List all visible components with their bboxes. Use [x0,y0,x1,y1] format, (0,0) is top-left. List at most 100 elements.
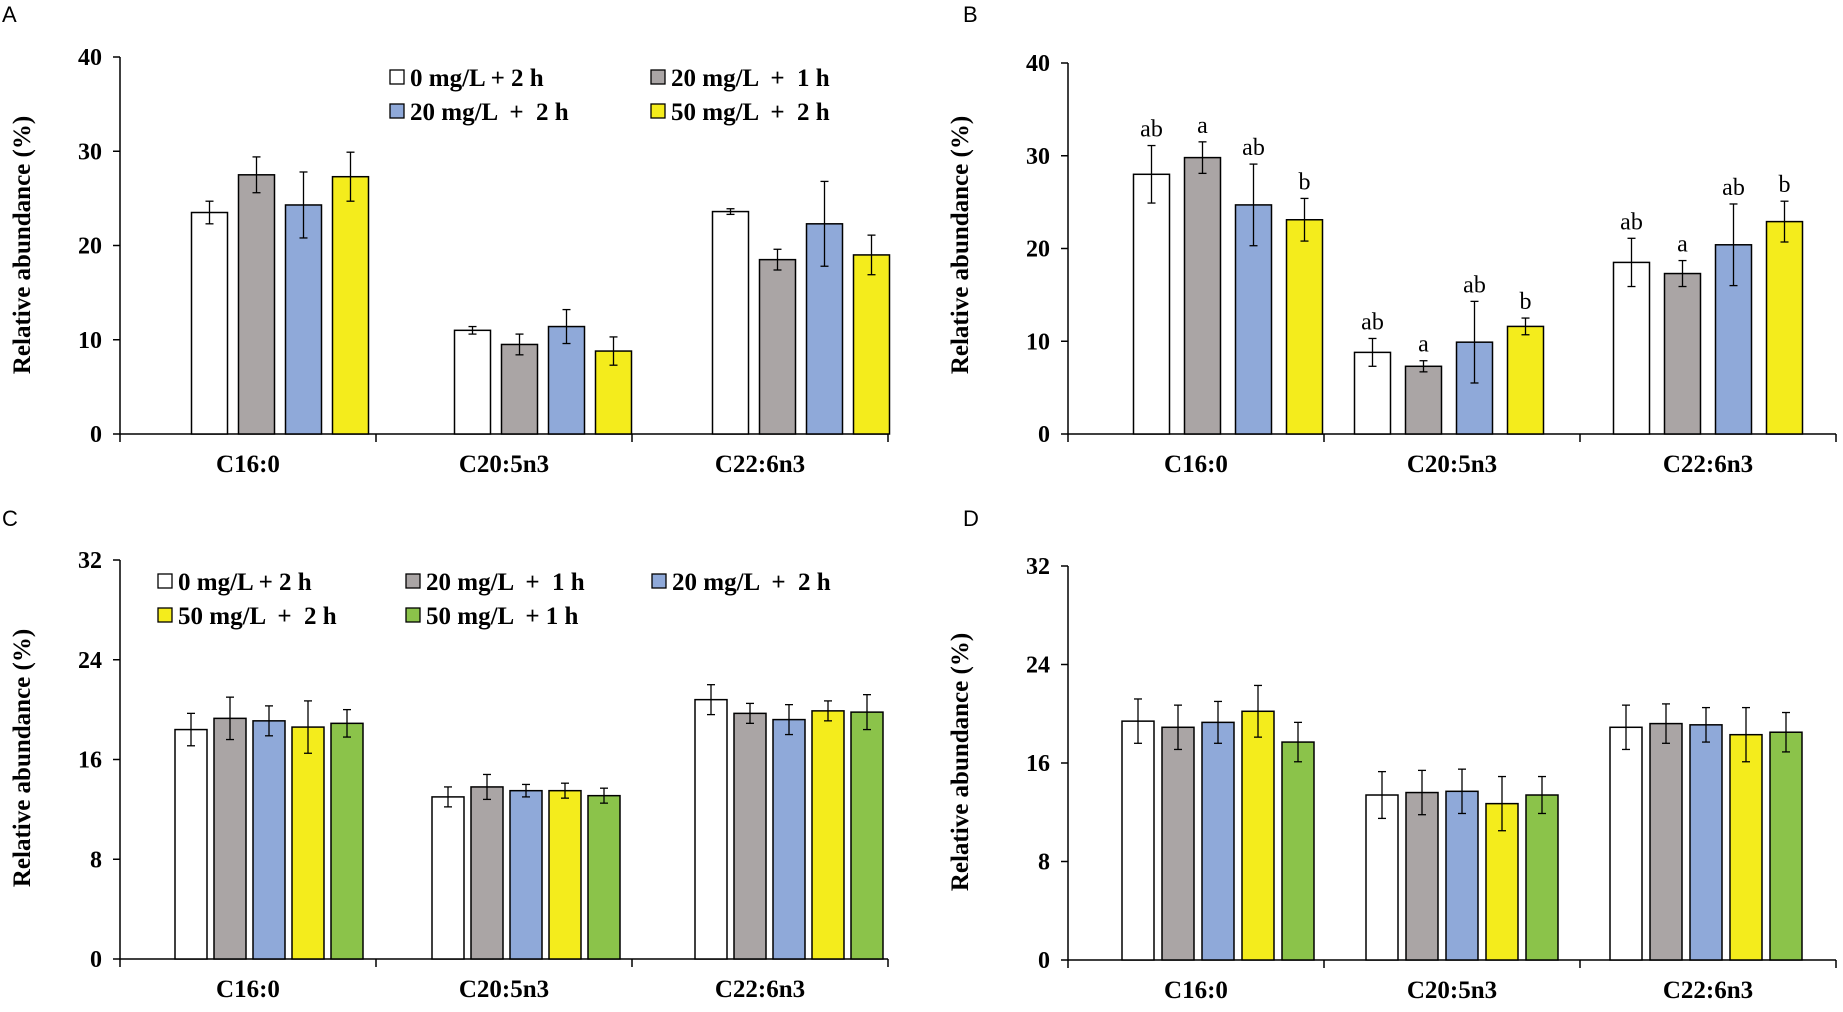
legend-swatch [405,607,421,623]
bar [1689,724,1723,961]
bar [587,794,621,960]
bar [1612,261,1651,435]
y-tick-label: 10 [1026,329,1050,355]
bar [237,174,276,435]
x-category-label: C20:5n3 [459,976,549,1003]
bar [431,796,465,960]
bar [711,210,750,435]
x-category-label: C16:0 [216,451,280,478]
y-tick-label: 0 [90,422,102,448]
legend-swatch [405,573,421,589]
panel-letter: B [963,2,978,27]
x-category-label: C16:0 [216,976,280,1003]
bar [1201,721,1235,961]
panel-a: A 0 10 20 30 40 C16:0 C20:5n3 C22:6n3 Relative ab… [2,2,891,478]
bar [1769,731,1803,961]
legend-swatch [389,69,405,85]
panel-letter: A [2,2,17,27]
legend-swatch [651,573,667,589]
bar [291,726,325,960]
bar [1241,710,1275,961]
legend-label: 50 mg/L + 1 h [426,603,579,630]
bar [1649,722,1683,961]
y-tick-label: 8 [1038,850,1050,876]
bar [470,786,504,960]
bar [733,712,767,960]
y-tick-label: 20 [1026,237,1050,263]
significance-label: ab [1620,209,1643,235]
legend: 0 mg/L + 2 h 20 mg/L + 1 h 20 mg/L + 2 h 50… [389,65,830,126]
x-category-label: C16:0 [1164,977,1228,1004]
y-axis-title: Relative abundance (%) [947,633,974,891]
y-tick-label: 20 [78,234,102,260]
significance-label: ab [1463,272,1486,298]
x-category-label: C22:6n3 [715,451,805,478]
legend-label: 20 mg/L + 1 h [671,65,830,92]
bar [1132,173,1171,435]
x-category-label: C20:5n3 [459,451,549,478]
legend-swatch [650,69,666,85]
y-axis-title: Relative abundance (%) [947,116,974,374]
bar [174,728,208,960]
bar [1353,351,1392,435]
y-tick-label: 32 [1026,554,1050,580]
legend-label: 20 mg/L + 2 h [410,99,569,126]
y-tick-label: 24 [1026,653,1050,679]
y-tick-label: 40 [78,45,102,71]
bar [331,175,370,435]
panel-letter: C [2,506,18,531]
bar [1285,218,1324,435]
legend-label: 20 mg/L + 1 h [426,569,585,596]
x-category-label: C22:6n3 [715,976,805,1003]
bar [1729,733,1763,961]
significance-label: b [1779,172,1791,198]
bar [453,329,492,435]
bar [758,258,797,435]
y-axis-title: Relative abundance (%) [9,116,36,374]
panel-letter: D [963,506,979,531]
bar [284,204,323,435]
bar [1121,720,1155,961]
bar [811,710,845,960]
bar [1405,791,1439,961]
x-category-label: C22:6n3 [1663,977,1753,1004]
significance-label: ab [1722,175,1745,201]
bar [1445,790,1479,961]
bar [1525,794,1559,961]
y-tick-label: 40 [1026,51,1050,77]
significance-label: ab [1140,117,1163,143]
legend-swatch [650,103,666,119]
significance-label: a [1418,332,1429,358]
bar [852,254,891,435]
bar [1663,272,1702,435]
bar [1365,794,1399,961]
bar [1281,741,1315,961]
significance-label: b [1299,169,1311,195]
bar [1161,726,1195,961]
y-tick-label: 24 [78,648,102,674]
bar [213,717,247,960]
bar [547,325,586,435]
bar [330,722,364,960]
bar [694,698,728,960]
significance-label: ab [1242,135,1265,161]
bar [509,789,543,960]
panel-c: C 0 8 16 24 32 C16:0 C20:5n3 C22:6n3 Relative abu… [2,506,889,1003]
bar [1765,220,1804,435]
panel-b: B 0 10 20 30 40 C16:0 C20:5n3 C22:6n3 Relative ab… [947,2,1837,478]
legend-label: 20 mg/L + 2 h [672,569,831,596]
bar [1183,156,1222,435]
x-category-label: C20:5n3 [1407,451,1497,478]
x-category-label: C22:6n3 [1663,451,1753,478]
legend-swatch [389,103,405,119]
bar [548,789,582,960]
significance-label: ab [1361,309,1384,335]
bar [252,720,286,960]
x-category-label: C20:5n3 [1407,977,1497,1004]
legend-label: 0 mg/L + 2 h [178,569,312,596]
y-tick-label: 30 [78,139,102,165]
bar [500,343,539,435]
legend-label: 0 mg/L + 2 h [410,65,544,92]
y-tick-label: 10 [78,328,102,354]
